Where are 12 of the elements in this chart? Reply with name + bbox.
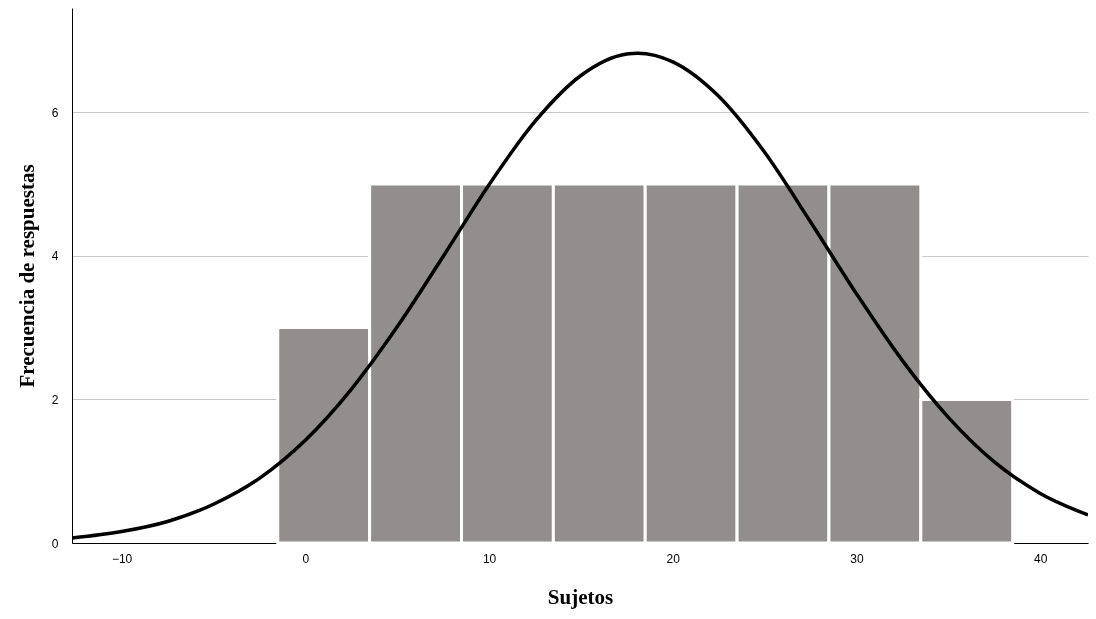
y-axis-title: Frecuencia de respuestas — [14, 164, 39, 388]
x-tick-label: 10 — [482, 551, 497, 566]
x-tick-label: 20 — [666, 551, 681, 566]
y-tick-label: 4 — [51, 249, 59, 264]
y-tick-label: 2 — [51, 392, 59, 407]
x-tick-label: 40 — [1034, 551, 1048, 566]
y-tick-label: 6 — [51, 105, 59, 120]
x-tick-label: 30 — [850, 551, 864, 566]
x-tick-label: −10 — [111, 551, 133, 566]
x-tick-label: 0 — [302, 551, 310, 566]
y-tick-label: 0 — [51, 536, 59, 551]
x-axis-title: Sujetos — [547, 584, 614, 609]
